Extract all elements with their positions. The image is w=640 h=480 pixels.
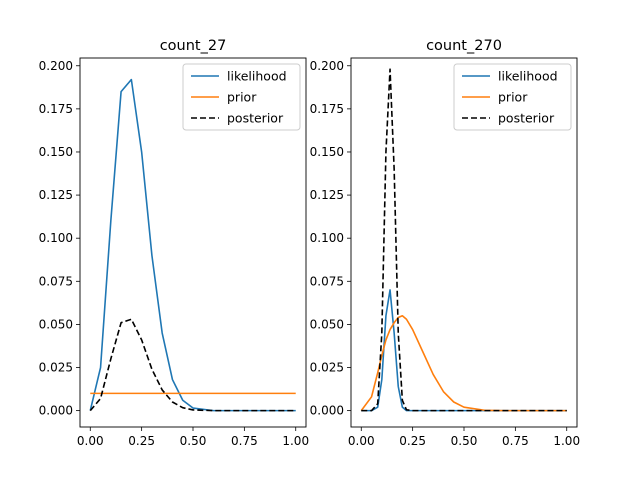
x-tick-label: 0.00: [77, 434, 104, 448]
series-line-posterior: [89, 318, 296, 412]
x-tick-label: 1.00: [282, 434, 309, 448]
y-tick-label: 0.025: [310, 361, 344, 375]
x-tick-label: 1.00: [553, 434, 580, 448]
y-tick-label: 0.200: [310, 59, 344, 73]
x-tick-label: 0.00: [348, 434, 375, 448]
legend-box: [182, 63, 301, 131]
y-tick-label: 0.000: [39, 404, 73, 418]
y-tick-label: 0.000: [310, 404, 344, 418]
series-group: [89, 78, 296, 412]
y-tick-label: 0.075: [39, 274, 73, 288]
y-tick-label: 0.175: [310, 102, 344, 116]
legend-box: [453, 63, 572, 131]
y-tick-label: 0.025: [39, 361, 73, 375]
legend-label-likelihood: likelihood: [227, 69, 287, 84]
y-tick-label: 0.150: [39, 145, 73, 159]
legend-label-posterior: posterior: [498, 111, 555, 126]
chart-count-27: count_27 0.00 0.25 0.50 0.75 1.00 0.000 0.025 0…: [39, 38, 309, 448]
y-tick-label: 0.125: [310, 188, 344, 202]
y-tick-label: 0.100: [310, 231, 344, 245]
series-group: [360, 68, 567, 412]
y-tick-label: 0.050: [310, 317, 344, 331]
legend: likelihood prior posterior: [453, 63, 572, 131]
legend: likelihood prior posterior: [182, 63, 301, 131]
x-tick-label: 0.25: [128, 434, 155, 448]
x-tick-label: 0.75: [231, 434, 258, 448]
y-tick-label: 0.150: [310, 145, 344, 159]
y-tick-label: 0.200: [39, 59, 73, 73]
series-line-posterior: [361, 68, 567, 412]
x-tick-label: 0.25: [399, 434, 426, 448]
legend-label-prior: prior: [498, 90, 528, 105]
x-tick-label: 0.50: [451, 434, 478, 448]
x-tick-label: 0.75: [502, 434, 529, 448]
chart-title: count_270: [426, 38, 502, 54]
y-tick-label: 0.075: [310, 274, 344, 288]
y-tick-label: 0.050: [39, 317, 73, 331]
y-tick-label: 0.175: [39, 102, 73, 116]
chart-count-270: count_270 0.00 0.25 0.50 0.75 1.00 0.000 0.025…: [310, 38, 580, 448]
y-tick-label: 0.100: [39, 231, 73, 245]
legend-label-posterior: posterior: [227, 111, 284, 126]
legend-label-likelihood: likelihood: [498, 69, 558, 84]
y-tick-label: 0.125: [39, 188, 73, 202]
chart-title: count_27: [160, 38, 227, 54]
legend-label-prior: prior: [227, 90, 257, 105]
x-tick-label: 0.50: [180, 434, 207, 448]
